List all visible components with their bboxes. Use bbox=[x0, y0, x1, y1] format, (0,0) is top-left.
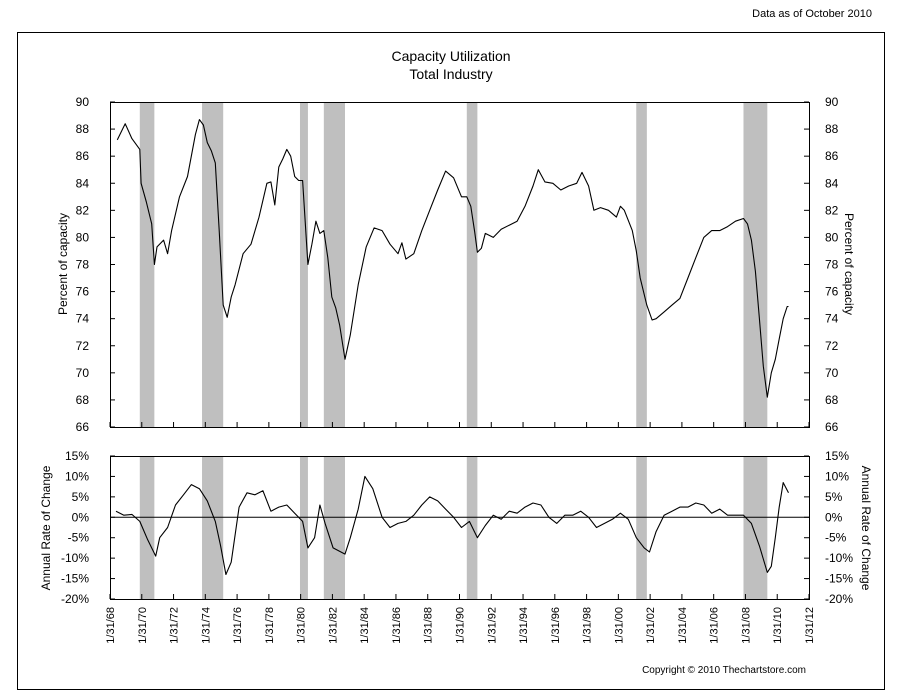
top-ytick-label-left: 82 bbox=[76, 203, 90, 217]
bottom-ytick-label-right: 5% bbox=[825, 490, 843, 504]
top-ytick-label-left: 70 bbox=[76, 366, 90, 380]
bottom-recession-band-7 bbox=[743, 456, 768, 599]
bottom-recession-band-1 bbox=[139, 456, 155, 599]
bottom-ytick-label-right: 15% bbox=[825, 449, 849, 463]
top-recession-band-6 bbox=[636, 102, 647, 427]
top-ytick-label-left: 80 bbox=[76, 230, 90, 244]
bottom-ytick-label-right: -10% bbox=[825, 551, 853, 565]
xtick-label: 1/31/90 bbox=[455, 607, 467, 644]
xtick-label: 1/31/70 bbox=[137, 607, 149, 644]
chart-frame bbox=[17, 32, 885, 690]
xtick-label: 1/31/06 bbox=[709, 607, 721, 644]
xtick-label: 1/31/80 bbox=[296, 607, 308, 644]
bottom-data-line bbox=[115, 475, 789, 576]
top-recession-band-1 bbox=[139, 102, 155, 427]
top-ytick-label-right: 86 bbox=[825, 149, 839, 163]
chart-subtitle: Total Industry bbox=[409, 66, 492, 82]
xtick-label: 1/31/72 bbox=[169, 607, 181, 644]
bottom-ytick-label-left: 15% bbox=[65, 449, 89, 463]
top-recession-band-5 bbox=[466, 102, 478, 427]
top-ytick-label-left: 88 bbox=[76, 122, 90, 136]
xtick-label: 1/31/12 bbox=[804, 607, 816, 644]
xtick-label: 1/31/94 bbox=[518, 607, 530, 644]
top-ytick-label-right: 78 bbox=[825, 258, 839, 272]
top-ytick-label-right: 80 bbox=[825, 230, 839, 244]
bottom-ytick-label-left: 10% bbox=[65, 469, 89, 483]
top-ytick-label-right: 76 bbox=[825, 285, 839, 299]
left-ylabel-top: Percent of capacity bbox=[56, 213, 70, 315]
xtick-label: 1/31/86 bbox=[391, 607, 403, 644]
top-ytick-label-right: 90 bbox=[825, 95, 839, 109]
data-as-of-note: Data as of October 2010 bbox=[752, 8, 872, 20]
top-ytick-label-left: 74 bbox=[76, 312, 90, 326]
xtick-label: 1/31/04 bbox=[677, 607, 689, 644]
xtick-label: 1/31/76 bbox=[232, 607, 244, 644]
top-ytick-label-left: 86 bbox=[76, 149, 90, 163]
bottom-ytick-label-right: 10% bbox=[825, 469, 849, 483]
top-ytick-label-right: 88 bbox=[825, 122, 839, 136]
xtick-label: 1/31/92 bbox=[486, 607, 498, 644]
bottom-ytick-label-right: -20% bbox=[825, 592, 853, 606]
top-ytick-label-right: 72 bbox=[825, 339, 839, 353]
top-ytick-label-right: 82 bbox=[825, 203, 839, 217]
bottom-ytick-label-left: 5% bbox=[72, 490, 90, 504]
top-data-line bbox=[116, 119, 789, 398]
xtick-label: 1/31/68 bbox=[105, 607, 117, 644]
top-ytick-label-left: 78 bbox=[76, 258, 90, 272]
xtick-label: 1/31/96 bbox=[550, 607, 562, 644]
top-ytick-label-left: 72 bbox=[76, 339, 90, 353]
bottom-ytick-label-right: 0% bbox=[825, 510, 843, 524]
xtick-label: 1/31/88 bbox=[423, 607, 435, 644]
xtick-label: 1/31/82 bbox=[327, 607, 339, 644]
top-recession-band-4 bbox=[323, 102, 346, 427]
top-ytick-label-right: 70 bbox=[825, 366, 839, 380]
xtick-label: 1/31/98 bbox=[582, 607, 594, 644]
bottom-ytick-label-right: -5% bbox=[825, 531, 847, 545]
xtick-label: 1/31/10 bbox=[772, 607, 784, 644]
top-ytick-label-right: 68 bbox=[825, 393, 839, 407]
bottom-ytick-label-left: -20% bbox=[61, 592, 89, 606]
bottom-plot-frame bbox=[110, 456, 810, 600]
top-ytick-label-left: 90 bbox=[76, 95, 90, 109]
xtick-label: 1/31/00 bbox=[613, 607, 625, 644]
chart-title: Capacity Utilization bbox=[391, 48, 510, 64]
copyright-note: Copyright © 2010 Thechartstore.com bbox=[642, 665, 806, 676]
xtick-label: 1/31/02 bbox=[645, 607, 657, 644]
top-ytick-label-left: 76 bbox=[76, 285, 90, 299]
bottom-ytick-label-left: -5% bbox=[68, 531, 90, 545]
bottom-recession-band-4 bbox=[323, 456, 346, 599]
xtick-label: 1/31/08 bbox=[740, 607, 752, 644]
top-ytick-label-left: 68 bbox=[76, 393, 90, 407]
top-recession-band-3 bbox=[299, 102, 308, 427]
bottom-ytick-label-right: -15% bbox=[825, 572, 853, 586]
xtick-label: 1/31/78 bbox=[264, 607, 276, 644]
xtick-label: 1/31/74 bbox=[200, 607, 212, 644]
top-ytick-label-right: 66 bbox=[825, 420, 839, 434]
top-ytick-label-right: 74 bbox=[825, 312, 839, 326]
top-ytick-label-left: 66 bbox=[76, 420, 90, 434]
bottom-recession-band-2 bbox=[202, 456, 224, 599]
top-recession-band-2 bbox=[202, 102, 224, 427]
bottom-recession-band-6 bbox=[636, 456, 647, 599]
top-ytick-label-left: 84 bbox=[76, 176, 90, 190]
top-recession-band-7 bbox=[743, 102, 768, 427]
rate-of-change-panel: -20% -20% -15% -15% -10% -10% -5% -5% 0% 0% 5% 5% 10… bbox=[61, 422, 853, 644]
right-ylabel-top: Percent of capacity bbox=[842, 213, 856, 315]
capacity-panel: 66 66 68 68 70 70 72 72 74 74 76 76 78 78 80 80 82 82 84 84… bbox=[76, 95, 839, 434]
bottom-ytick-label-left: -15% bbox=[61, 572, 89, 586]
bottom-ytick-label-left: 0% bbox=[72, 510, 90, 524]
bottom-ytick-label-left: -10% bbox=[61, 551, 89, 565]
left-ylabel-bottom: Annual Rate of Change bbox=[39, 465, 53, 590]
right-ylabel-bottom: Annual Rate of Change bbox=[859, 466, 873, 591]
xtick-label: 1/31/84 bbox=[359, 607, 371, 644]
top-ytick-label-right: 84 bbox=[825, 176, 839, 190]
